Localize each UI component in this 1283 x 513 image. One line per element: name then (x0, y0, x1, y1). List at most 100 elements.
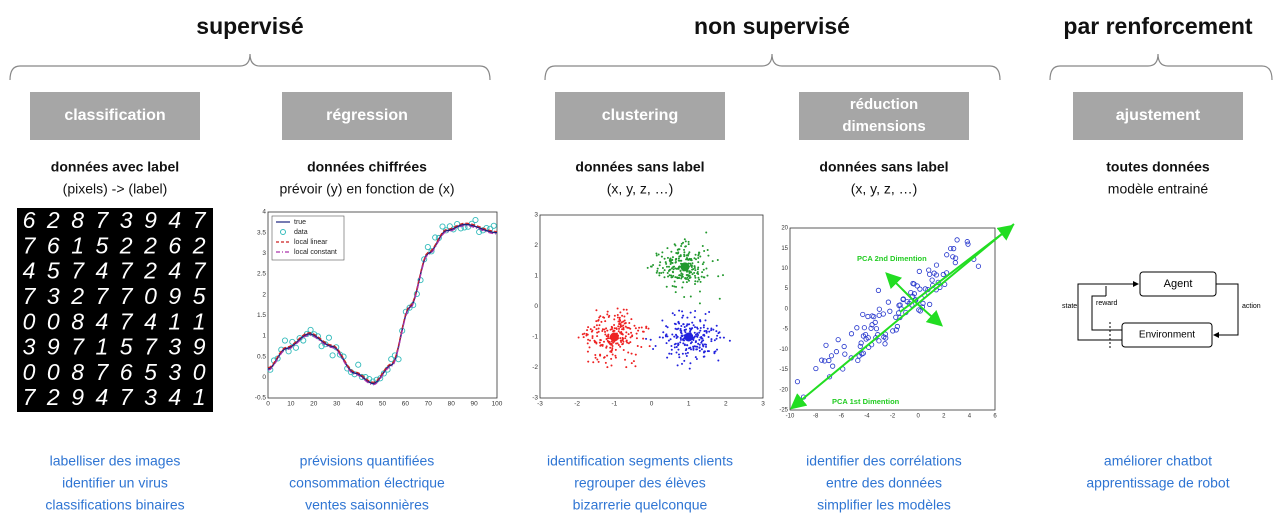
digit: 3 (168, 359, 181, 385)
cluster-point (702, 339, 704, 341)
cluster-point (665, 261, 667, 263)
y-tick-label: 0 (262, 374, 266, 381)
cluster-point (683, 360, 685, 362)
cluster-point (690, 348, 692, 350)
cluster-point (619, 337, 621, 339)
cluster-point (668, 353, 670, 355)
digit: 7 (120, 384, 134, 410)
cluster-point (692, 273, 694, 275)
cluster-point (678, 277, 680, 279)
data-detail: (x, y, z, …) (607, 181, 674, 197)
use-case: prévisions quantifiées (300, 453, 435, 469)
x-tick-label: 0 (266, 401, 270, 408)
cluster-point (656, 272, 658, 274)
cluster-point (682, 242, 684, 244)
cluster-point (684, 344, 686, 346)
cluster-point (716, 335, 718, 337)
digit: 2 (192, 232, 206, 258)
cluster-point (638, 327, 640, 329)
digit: 1 (71, 232, 84, 258)
digit: 7 (23, 232, 37, 258)
cluster-point (621, 315, 623, 317)
y-tick-label: 0 (785, 306, 789, 312)
cluster-point (685, 348, 687, 350)
digit: 1 (96, 334, 109, 360)
cluster-point (626, 309, 628, 311)
digit: 5 (96, 232, 109, 258)
cluster-point (717, 259, 719, 261)
centroid (680, 262, 689, 271)
use-case: ventes saisonnières (305, 497, 429, 513)
cluster-point (697, 261, 699, 263)
cluster-point (674, 314, 676, 316)
cluster-point (694, 265, 696, 267)
cluster-point (699, 319, 701, 321)
cluster-point (691, 322, 693, 324)
cluster-point (683, 249, 685, 251)
cluster-point (606, 335, 608, 337)
cluster-point (695, 258, 697, 260)
cluster-point (661, 251, 663, 253)
cluster-point (697, 268, 699, 270)
cluster-point (672, 262, 674, 264)
cluster-point (635, 354, 637, 356)
cluster-point (603, 329, 605, 331)
cluster-point (668, 266, 670, 268)
y-tick-label: 15 (781, 246, 788, 252)
cluster-point (661, 319, 663, 321)
cluster-point (615, 357, 617, 359)
cluster-point (599, 342, 601, 344)
x-tick-label: -2 (890, 414, 896, 420)
cluster-point (692, 268, 694, 270)
y-tick-label: 1 (262, 333, 266, 340)
cluster-point (688, 271, 690, 273)
cluster-point (637, 345, 639, 347)
cluster-point (694, 316, 696, 318)
digit: 6 (47, 232, 60, 258)
data-detail: (x, y, z, …) (851, 181, 918, 197)
cluster-point (699, 291, 701, 293)
cluster-point (613, 324, 615, 326)
cluster-point (659, 261, 661, 263)
digit: 1 (168, 308, 181, 334)
cluster-point (618, 330, 620, 332)
digit: 8 (71, 308, 84, 334)
cluster-point (716, 349, 718, 351)
cluster-point (695, 356, 697, 358)
cluster-point (610, 358, 612, 360)
cluster-point (685, 353, 687, 355)
cluster-point (672, 312, 674, 314)
y-tick-label: 10 (781, 266, 788, 272)
cluster-point (625, 326, 627, 328)
cluster-point (623, 309, 625, 311)
digit: 3 (144, 384, 157, 410)
cluster-point (675, 323, 677, 325)
cluster-point (717, 275, 719, 277)
y-tick-label: -15 (779, 367, 788, 373)
cluster-point (604, 320, 606, 322)
cluster-point (708, 311, 710, 313)
cluster-point (624, 337, 626, 339)
cluster-point (670, 251, 672, 253)
cluster-point (707, 350, 709, 352)
cluster-point (687, 278, 689, 280)
cluster-point (607, 311, 609, 313)
cluster-point (701, 271, 703, 273)
cluster-point (598, 327, 600, 329)
data-heading: toutes données (1106, 159, 1210, 175)
cluster-point (662, 337, 664, 339)
x-tick-label: 40 (356, 401, 364, 408)
cluster-point (676, 277, 678, 279)
cluster-point (597, 320, 599, 322)
digit: 7 (71, 258, 85, 284)
cluster-point (676, 346, 678, 348)
cluster-point (703, 250, 705, 252)
cluster-point (667, 257, 669, 259)
use-case: identifier un virus (62, 475, 168, 491)
cluster-point (610, 350, 612, 352)
cluster-point (671, 349, 673, 351)
cluster-point (658, 272, 660, 274)
digit: 1 (193, 308, 206, 334)
cluster-point (645, 326, 647, 328)
cluster-point (662, 331, 664, 333)
